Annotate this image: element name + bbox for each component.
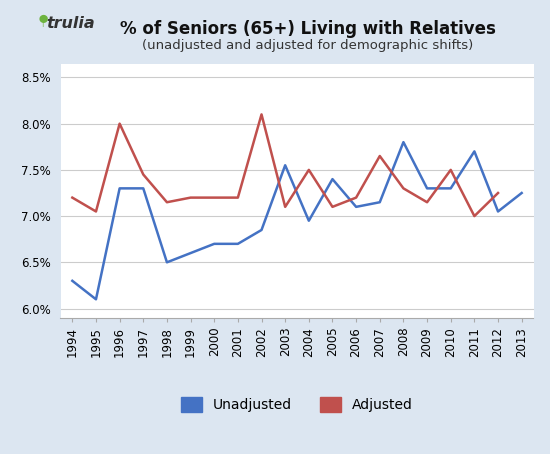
Text: % of Seniors (65+) Living with Relatives: % of Seniors (65+) Living with Relatives: [120, 20, 496, 39]
Text: trulia: trulia: [47, 16, 95, 31]
Text: ⬤: ⬤: [39, 14, 48, 23]
Text: |: |: [41, 20, 43, 27]
Text: (unadjusted and adjusted for demographic shifts): (unadjusted and adjusted for demographic…: [142, 39, 474, 52]
Legend: Unadjusted, Adjusted: Unadjusted, Adjusted: [175, 392, 419, 418]
